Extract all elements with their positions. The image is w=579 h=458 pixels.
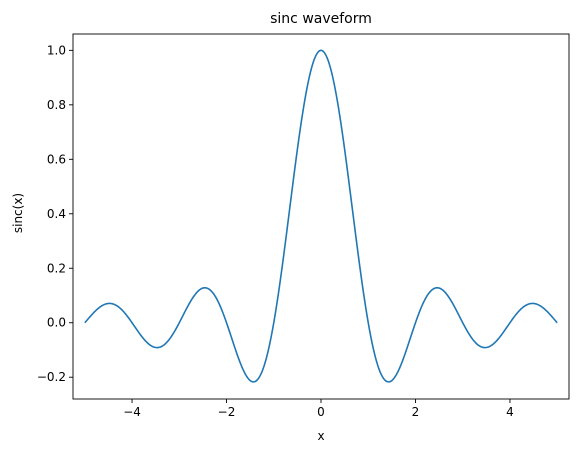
y-tick-label: 0.0: [47, 316, 66, 330]
y-tick-label: 0.8: [47, 98, 66, 112]
y-tick-label: 1.0: [47, 43, 66, 57]
x-tick-label: 0: [317, 405, 325, 419]
series-line-sinc: [84, 49, 558, 383]
chart-title: sinc waveform: [270, 11, 372, 27]
x-tick-label: −2: [218, 405, 236, 419]
x-tick-label: −4: [123, 405, 141, 419]
y-tick-label: 0.2: [47, 261, 66, 275]
x-tick-label: 4: [506, 405, 514, 419]
x-axis-label: x: [317, 429, 324, 443]
y-tick-label: 0.4: [47, 207, 66, 221]
axes-frame: [72, 33, 570, 400]
plot-area: −4 −2 0 2 4 −0.2 0.0 0.2 0.4 0.6 0.8 1.0: [37, 33, 570, 419]
y-axis-label: sinc(x): [11, 193, 25, 233]
y-tick-label: 0.6: [47, 152, 66, 166]
y-tick-label: −0.2: [37, 370, 66, 384]
x-tick-label: 2: [412, 405, 420, 419]
